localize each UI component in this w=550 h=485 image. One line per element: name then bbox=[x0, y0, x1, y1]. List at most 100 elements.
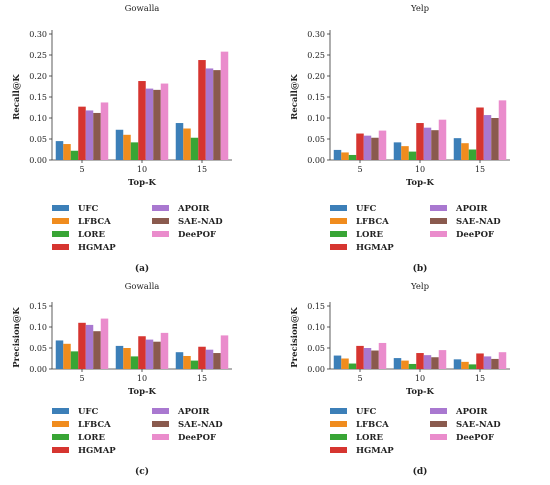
legend-swatch bbox=[152, 434, 169, 440]
bar-sae-nad-k5 bbox=[93, 112, 101, 160]
bar-apoir-k5 bbox=[363, 135, 372, 160]
bar-apoir-k15 bbox=[483, 356, 492, 369]
bar-lore-k10 bbox=[130, 142, 139, 160]
bar-sae-nad-k15 bbox=[491, 118, 499, 160]
bar-deepof-k15 bbox=[220, 51, 229, 160]
legend-swatch bbox=[430, 421, 447, 427]
x-axis-label: Top-K bbox=[128, 178, 156, 188]
bar-lore-k5 bbox=[348, 363, 357, 369]
legend-swatch bbox=[152, 421, 169, 427]
y-tick-label: 0.25 bbox=[307, 51, 325, 60]
y-tick-label: 0.25 bbox=[29, 51, 47, 60]
bar-ufc-k15 bbox=[453, 359, 462, 369]
bar-lfbca-k5 bbox=[63, 343, 71, 369]
bar-hgmap-k10 bbox=[138, 336, 146, 369]
legend-swatch bbox=[430, 205, 447, 211]
bar-lfbca-k5 bbox=[341, 358, 349, 369]
bar-deepof-k15 bbox=[498, 352, 507, 369]
bar-hgmap-k15 bbox=[198, 60, 206, 160]
legend-entry-hgmap: HGMAP bbox=[330, 446, 394, 456]
panel-label: (b) bbox=[413, 263, 428, 274]
legend-entry-deepof: DeePOF bbox=[152, 433, 216, 443]
chart-title: Gowalla bbox=[125, 282, 160, 292]
x-axis-label: Top-K bbox=[406, 387, 434, 397]
legend-label: HGMAP bbox=[356, 243, 394, 253]
bar-hgmap-k15 bbox=[198, 346, 206, 369]
bar-deepof-k10 bbox=[438, 119, 447, 160]
bar-sae-nad-k10 bbox=[153, 341, 161, 369]
legend-entry-apoir: APOIR bbox=[152, 407, 210, 417]
x-tick-label: 15 bbox=[197, 165, 207, 174]
bar-lfbca-k10 bbox=[123, 134, 131, 160]
chart-panel-3: Gowalla 0.00 0.05 0.10 0.15 Precision@K 5 10 15 T… bbox=[12, 282, 232, 477]
legend-entry-sae-nad: SAE-NAD bbox=[152, 217, 223, 227]
bar-apoir-k5 bbox=[85, 324, 94, 369]
legend-label: SAE-NAD bbox=[456, 420, 501, 430]
legend-swatch bbox=[330, 244, 347, 250]
bar-sae-nad-k10 bbox=[431, 130, 439, 160]
y-tick-label: 0.10 bbox=[29, 323, 47, 332]
legend-swatch bbox=[52, 447, 69, 453]
legend-entry-sae-nad: SAE-NAD bbox=[430, 420, 501, 430]
chart-panel-4: Yelp 0.00 0.05 0.10 0.15 Precision@K 5 10 15 Top-… bbox=[290, 282, 510, 477]
bar-deepof-k10 bbox=[438, 350, 447, 369]
legend-swatch bbox=[52, 408, 69, 414]
legend-label: SAE-NAD bbox=[178, 217, 223, 227]
legend-swatch bbox=[330, 434, 347, 440]
legend-swatch bbox=[430, 408, 447, 414]
legend-swatch bbox=[330, 218, 347, 224]
y-tick-label: 0.05 bbox=[307, 344, 325, 353]
legend-entry-lore: LORE bbox=[330, 230, 383, 240]
bar-ufc-k5 bbox=[55, 141, 64, 160]
bar-lfbca-k15 bbox=[183, 355, 191, 369]
legend-entry-apoir: APOIR bbox=[152, 204, 210, 214]
y-tick-label: 0.05 bbox=[307, 135, 325, 144]
bar-lore-k10 bbox=[408, 151, 417, 160]
legend-swatch bbox=[52, 244, 69, 250]
x-tick-label: 10 bbox=[415, 374, 425, 383]
bar-apoir-k15 bbox=[205, 349, 214, 369]
bar-lore-k5 bbox=[70, 351, 79, 369]
bar-lore-k10 bbox=[408, 363, 417, 369]
legend-label: APOIR bbox=[455, 407, 488, 417]
legend-swatch bbox=[430, 434, 447, 440]
bar-lfbca-k5 bbox=[63, 144, 71, 160]
bar-sae-nad-k15 bbox=[213, 70, 221, 160]
y-axis-label: Precision@K bbox=[290, 307, 300, 368]
legend-entry-lore: LORE bbox=[52, 433, 105, 443]
bar-ufc-k10 bbox=[393, 142, 402, 160]
legend-entry-hgmap: HGMAP bbox=[330, 243, 394, 253]
bar-lfbca-k5 bbox=[341, 152, 349, 160]
legend-label: LFBCA bbox=[78, 217, 111, 227]
bar-apoir-k5 bbox=[363, 348, 372, 369]
x-tick-label: 5 bbox=[357, 165, 362, 174]
bar-lfbca-k10 bbox=[401, 146, 409, 160]
bar-deepof-k15 bbox=[498, 100, 507, 160]
y-tick-label: 0.30 bbox=[29, 30, 47, 39]
bar-apoir-k5 bbox=[85, 110, 94, 160]
legend-entry-lore: LORE bbox=[330, 433, 383, 443]
legend-label: DeePOF bbox=[178, 433, 216, 443]
bar-deepof-k15 bbox=[220, 335, 229, 369]
legend-swatch bbox=[52, 231, 69, 237]
legend-swatch bbox=[52, 421, 69, 427]
legend-label: UFC bbox=[356, 204, 376, 214]
y-tick-label: 0.20 bbox=[307, 72, 325, 81]
legend-label: LFBCA bbox=[78, 420, 111, 430]
panel-label: (a) bbox=[135, 263, 149, 274]
legend-entry-lfbca: LFBCA bbox=[52, 217, 111, 227]
x-tick-label: 15 bbox=[475, 165, 485, 174]
y-tick-label: 0.10 bbox=[29, 114, 47, 123]
bar-apoir-k15 bbox=[483, 115, 492, 160]
legend-entry-lfbca: LFBCA bbox=[52, 420, 111, 430]
bar-sae-nad-k5 bbox=[371, 350, 379, 369]
legend-swatch bbox=[152, 408, 169, 414]
bar-deepof-k10 bbox=[160, 83, 169, 160]
legend-label: UFC bbox=[78, 407, 98, 417]
x-tick-label: 5 bbox=[357, 374, 362, 383]
y-tick-label: 0.10 bbox=[307, 114, 325, 123]
legend-label: LFBCA bbox=[356, 420, 389, 430]
legend-label: LORE bbox=[78, 230, 105, 240]
legend-label: HGMAP bbox=[78, 243, 116, 253]
bar-lfbca-k10 bbox=[123, 348, 131, 369]
